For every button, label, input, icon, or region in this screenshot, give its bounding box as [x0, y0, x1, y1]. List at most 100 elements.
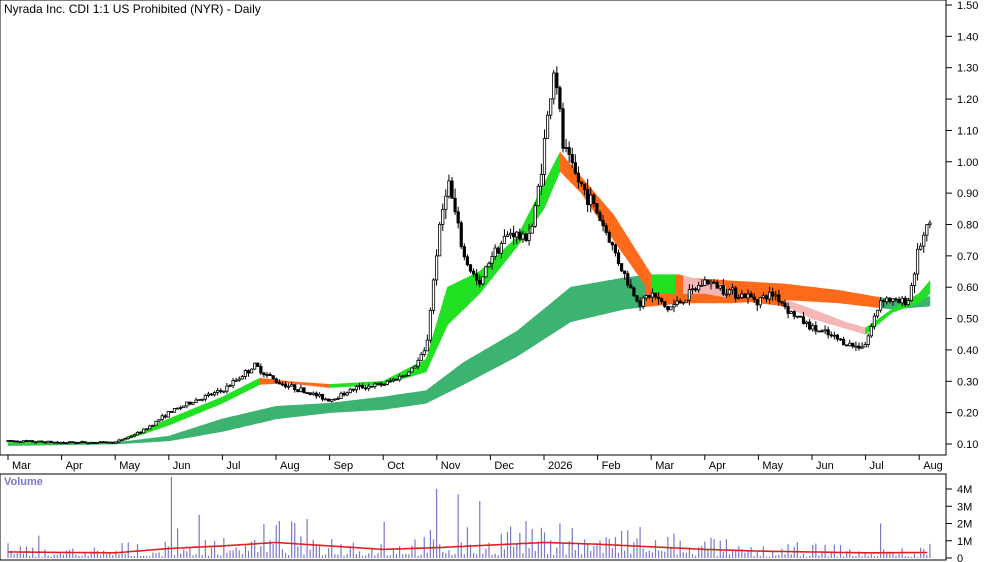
short-term-band-segment: [342, 383, 347, 388]
date-tick-label: Jun: [816, 460, 834, 472]
candle-body: [237, 378, 241, 381]
long-term-band-segment: [139, 439, 143, 443]
short-term-band-segment: [916, 292, 920, 305]
candle-body: [441, 208, 445, 225]
long-term-band-segment: [567, 286, 572, 324]
candle-body: [552, 72, 556, 100]
long-term-band-segment: [447, 372, 451, 393]
candle-body: [419, 354, 423, 361]
long-term-band-segment: [356, 399, 360, 412]
short-term-band-segment: [318, 383, 322, 388]
short-term-band-segment: [420, 360, 424, 374]
long-term-band-segment: [455, 365, 459, 390]
long-term-band-segment: [366, 398, 371, 411]
short-term-band-segment: [160, 420, 164, 429]
short-term-band-segment: [854, 324, 858, 333]
candle-body: [866, 335, 870, 345]
date-tick-label: Feb: [602, 460, 621, 472]
candle-body: [626, 273, 630, 286]
candle-body: [885, 297, 889, 303]
candle-body: [243, 370, 248, 377]
long-term-band-segment: [830, 289, 834, 303]
long-term-band-segment: [305, 404, 309, 416]
long-term-band-segment: [144, 438, 148, 443]
candle-body: [737, 297, 741, 299]
price-tick-label: 1.30: [957, 63, 978, 75]
short-term-band-segment: [219, 396, 223, 405]
candle-body: [135, 432, 140, 436]
short-term-band-segment: [664, 274, 668, 294]
price-tick-label: 0.50: [957, 314, 978, 326]
candle-body: [690, 288, 695, 291]
candle-body: [216, 390, 220, 393]
short-term-band-segment: [323, 383, 328, 388]
candle-body: [336, 398, 340, 400]
candle-body: [320, 393, 325, 400]
candle-body: [265, 373, 269, 376]
candle-body: [348, 388, 352, 394]
candle-body: [24, 440, 29, 443]
long-term-band-segment: [251, 411, 255, 425]
long-term-band-segment: [449, 369, 454, 392]
long-term-band-segment: [321, 403, 325, 414]
candle-body: [83, 441, 87, 444]
price-y-axis: 0.10 0.20 0.30 0.40 0.50 0.60 0.70 0.80 0.90 1.00…: [946, 0, 978, 451]
long-term-band-segment: [532, 315, 537, 347]
candle-body: [919, 245, 923, 250]
short-term-band-segment: [198, 405, 202, 414]
long-term-band-segment: [297, 404, 301, 417]
long-term-band-segment: [875, 296, 880, 308]
candle-body: [481, 276, 485, 285]
long-term-band-segment: [179, 431, 183, 440]
long-term-band-segment: [602, 280, 606, 315]
long-term-band-segment: [825, 288, 829, 303]
candle-body: [64, 442, 69, 445]
short-term-band-segment: [264, 378, 269, 385]
candle-body: [644, 295, 648, 299]
long-term-band-segment: [524, 321, 529, 352]
candle-body: [447, 180, 451, 197]
candle-body: [804, 321, 809, 325]
candle-body: [333, 398, 337, 401]
short-term-band-segment: [331, 383, 336, 388]
short-term-band-segment: [350, 382, 355, 387]
short-term-band-segment: [913, 294, 917, 306]
short-term-band-segment: [195, 406, 199, 415]
candle-body: [166, 411, 170, 418]
short-term-band-segment: [808, 307, 813, 320]
short-term-band-segment: [449, 284, 454, 323]
candle-body: [154, 420, 158, 426]
candle-body: [462, 246, 466, 258]
long-term-band-segment: [500, 338, 505, 366]
candle-body: [231, 380, 235, 387]
long-term-band-segment: [184, 429, 188, 439]
short-term-band-segment: [790, 301, 794, 311]
long-term-band-segment: [415, 391, 419, 406]
short-term-band-segment: [613, 214, 617, 245]
long-term-band-segment: [575, 285, 580, 321]
long-term-band-segment: [578, 284, 582, 321]
candle-body: [185, 401, 189, 407]
long-term-band-segment: [396, 394, 400, 408]
candle-body: [9, 440, 13, 442]
candle-body: [823, 329, 827, 332]
candle-body: [755, 299, 759, 306]
long-term-band-segment: [798, 285, 802, 302]
candle-body: [219, 390, 223, 392]
short-term-band-segment: [246, 383, 250, 392]
candle-body: [80, 441, 84, 443]
long-term-band-segment: [388, 395, 392, 410]
candle-body: [40, 440, 44, 443]
short-term-band-segment: [305, 382, 309, 386]
short-term-band-segment: [846, 322, 850, 330]
date-tick-label: Jul: [870, 460, 884, 472]
long-term-band-segment: [272, 406, 277, 420]
candle-body: [758, 297, 762, 306]
long-term-band-segment: [460, 361, 464, 387]
volume-tick-label: 2M: [957, 519, 972, 531]
long-term-band-segment: [597, 281, 601, 316]
long-term-band-segment: [562, 290, 566, 328]
long-term-band-segment: [275, 405, 280, 420]
candle-body: [650, 292, 655, 298]
short-term-band-segment: [7, 442, 11, 445]
